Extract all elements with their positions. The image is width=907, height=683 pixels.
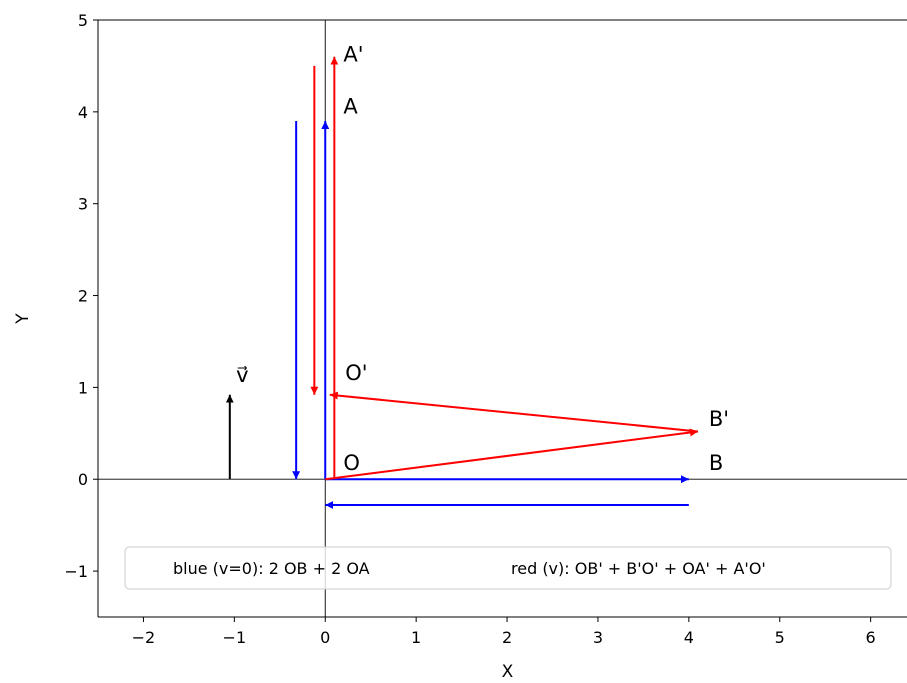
x-tick-label: 5 (775, 628, 785, 647)
point-label: A' (343, 42, 363, 66)
x-tick-label: −1 (223, 628, 247, 647)
x-tick-label: 4 (684, 628, 694, 647)
y-tick-label: 4 (78, 103, 88, 122)
x-tick-label: 2 (502, 628, 512, 647)
vectors (225, 56, 699, 509)
y-axis-label: Y (13, 313, 33, 325)
x-tick-label: −2 (132, 628, 156, 647)
legend-box (124, 546, 892, 590)
plot-background (98, 20, 907, 617)
x-tick-label: 0 (320, 628, 330, 647)
x-tick-label: 3 (593, 628, 603, 647)
x-tick-label: 1 (411, 628, 421, 647)
point-label: O (343, 451, 360, 475)
y-tick-label: 3 (78, 195, 88, 214)
point-label: B (709, 451, 723, 475)
x-axis-label: X (502, 662, 514, 682)
y-tick-label: 1 (78, 378, 88, 397)
legend: blue (v=0): 2 OB + 2 OA red (v): OB' + B'… (124, 546, 892, 590)
y-tick-label: 0 (78, 470, 88, 489)
x-tick-label: 6 (866, 628, 876, 647)
legend-entry: red (v): OB' + B'O' + OA' + A'O' (511, 559, 766, 578)
y-tick-label: 5 (78, 11, 88, 30)
legend-entry: blue (v=0): 2 OB + 2 OA (173, 559, 370, 578)
axes: −2 −1 0 1 2 3 4 5 6 −1 0 1 2 3 4 5 X Y (13, 11, 907, 682)
plot-area (98, 20, 907, 617)
point-label: B' (709, 407, 729, 431)
point-label: A (343, 95, 358, 119)
y-tick-label: 2 (78, 287, 88, 306)
y-tick-label: −1 (64, 562, 88, 581)
point-label: O' (345, 361, 367, 385)
point-label: v⃗ (236, 363, 248, 387)
vector-red-OBp (325, 428, 699, 481)
vector-red-BpOp (329, 391, 699, 433)
point-labels: A' A O' B' B Ov⃗ (236, 42, 729, 475)
